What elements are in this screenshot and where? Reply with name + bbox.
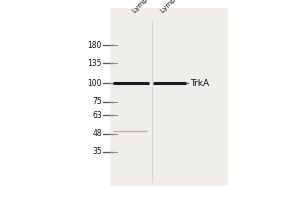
Text: TrkA: TrkA [190, 78, 210, 88]
Text: Lymph node: Lymph node [132, 0, 167, 14]
Text: 100: 100 [88, 78, 102, 88]
Text: 135: 135 [88, 58, 102, 68]
Text: 180: 180 [88, 40, 102, 49]
Text: 63: 63 [92, 110, 102, 119]
Text: 48: 48 [92, 130, 102, 138]
Text: 75: 75 [92, 98, 102, 106]
Bar [110, 8, 228, 186]
Text: Lymph node: Lymph node [159, 0, 194, 14]
Text: 35: 35 [92, 148, 102, 156]
